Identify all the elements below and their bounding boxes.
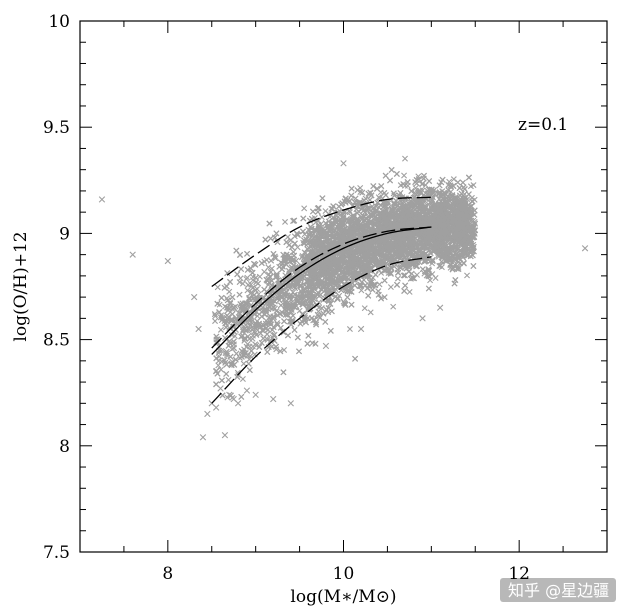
scatter-point	[282, 218, 289, 225]
scatter-point	[406, 288, 413, 295]
scatter-point	[402, 155, 408, 162]
scatter-point	[227, 300, 234, 307]
scatter-point	[212, 318, 219, 325]
scatter-point	[281, 346, 288, 353]
scatter-point	[214, 284, 221, 291]
scatter-point	[346, 326, 353, 333]
scatter-point	[367, 309, 374, 316]
scatter-point	[216, 353, 223, 360]
scatter-point	[238, 393, 245, 400]
scatter-point	[401, 172, 408, 179]
scatter-point	[369, 286, 376, 293]
scatter-point	[450, 176, 457, 183]
scatter-point	[378, 269, 385, 276]
scatter-point	[225, 305, 232, 312]
scatter-point	[426, 178, 433, 185]
scatter-point	[400, 272, 407, 279]
scatter-point	[327, 327, 334, 334]
scatter-point	[347, 221, 354, 228]
scatter-point	[239, 375, 246, 382]
scatter-point	[214, 300, 221, 307]
scatter-point	[243, 276, 250, 282]
scatter-point	[301, 205, 308, 212]
scatter-point	[268, 277, 275, 284]
scatter-point	[290, 218, 297, 224]
scatter-point	[357, 189, 364, 196]
scatter-point	[292, 285, 299, 292]
scatter-point	[268, 265, 275, 272]
scatter-point	[227, 353, 234, 360]
scatter-point	[414, 271, 420, 278]
scatter-point	[280, 369, 287, 376]
scatter-point	[365, 292, 372, 299]
scatter-point	[217, 326, 224, 333]
scatter-point	[454, 179, 461, 186]
scatter-point	[366, 274, 373, 281]
scatter-point	[400, 181, 407, 188]
scatter-point	[394, 275, 401, 282]
scatter-point	[470, 182, 477, 189]
scatter-point	[296, 348, 303, 355]
scatter-point	[378, 183, 385, 190]
scatter-point	[425, 285, 432, 292]
scatter-point	[239, 280, 246, 287]
scatter-point	[436, 263, 443, 270]
scatter-point	[288, 309, 295, 316]
scatter-point	[438, 258, 445, 265]
scatter-point	[387, 284, 394, 291]
scatter-point	[361, 305, 368, 312]
scatter-point	[224, 394, 231, 401]
scatter-point	[261, 268, 268, 275]
scatter-point	[388, 265, 395, 272]
scatter-point	[236, 279, 243, 286]
scatter-point	[277, 302, 284, 309]
scatter-point	[370, 183, 377, 190]
scatter-point	[464, 272, 471, 279]
scatter-point	[224, 297, 231, 304]
scatter-point	[412, 185, 419, 192]
scatter-point	[390, 303, 397, 310]
scatter-point	[344, 294, 351, 301]
scatter-point	[218, 347, 225, 354]
scatter-point	[240, 360, 247, 367]
scatter-point	[294, 244, 301, 251]
scatter-point	[258, 260, 265, 267]
scatter-point	[329, 284, 336, 291]
scatter-point	[437, 262, 444, 269]
scatter-point	[225, 376, 232, 383]
scatter-point	[318, 305, 325, 312]
scatter-point	[215, 362, 222, 369]
